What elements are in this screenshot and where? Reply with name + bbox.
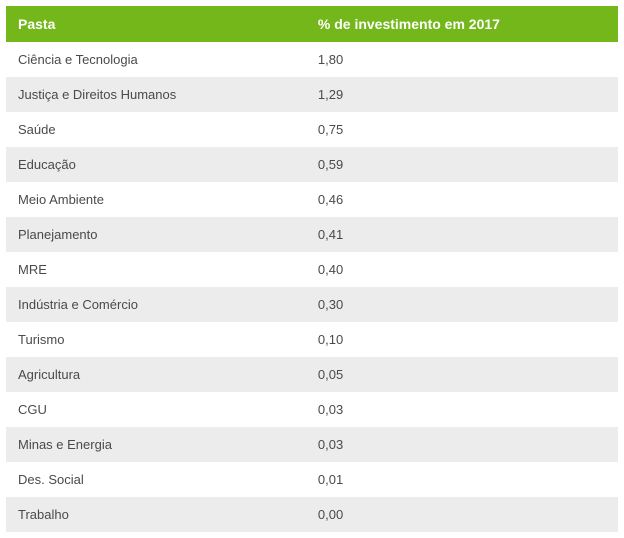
table-row: Des. Social0,01 bbox=[6, 462, 618, 497]
cell-pasta: CGU bbox=[6, 392, 306, 427]
table-row: Turismo0,10 bbox=[6, 322, 618, 357]
table-row: Trabalho0,00 bbox=[6, 497, 618, 532]
investment-table: Pasta % de investimento em 2017 Ciência … bbox=[6, 6, 618, 532]
cell-pasta: Meio Ambiente bbox=[6, 182, 306, 217]
cell-pasta: Trabalho bbox=[6, 497, 306, 532]
cell-percent: 0,03 bbox=[306, 392, 618, 427]
table-row: CGU0,03 bbox=[6, 392, 618, 427]
table-row: Minas e Energia0,03 bbox=[6, 427, 618, 462]
cell-percent: 1,29 bbox=[306, 77, 618, 112]
column-header-pasta: Pasta bbox=[6, 6, 306, 42]
cell-pasta: Ciência e Tecnologia bbox=[6, 42, 306, 77]
table-row: Ciência e Tecnologia1,80 bbox=[6, 42, 618, 77]
table-row: MRE0,40 bbox=[6, 252, 618, 287]
cell-pasta: Educação bbox=[6, 147, 306, 182]
cell-percent: 0,00 bbox=[306, 497, 618, 532]
cell-percent: 0,46 bbox=[306, 182, 618, 217]
cell-percent: 0,41 bbox=[306, 217, 618, 252]
cell-pasta: Planejamento bbox=[6, 217, 306, 252]
cell-pasta: Des. Social bbox=[6, 462, 306, 497]
cell-percent: 0,30 bbox=[306, 287, 618, 322]
table-body: Ciência e Tecnologia1,80Justiça e Direit… bbox=[6, 42, 618, 532]
cell-percent: 0,03 bbox=[306, 427, 618, 462]
cell-percent: 0,40 bbox=[306, 252, 618, 287]
table-row: Saúde0,75 bbox=[6, 112, 618, 147]
cell-pasta: Justiça e Direitos Humanos bbox=[6, 77, 306, 112]
table-row: Meio Ambiente0,46 bbox=[6, 182, 618, 217]
table-row: Justiça e Direitos Humanos1,29 bbox=[6, 77, 618, 112]
cell-percent: 1,80 bbox=[306, 42, 618, 77]
column-header-percent: % de investimento em 2017 bbox=[306, 6, 618, 42]
cell-pasta: Agricultura bbox=[6, 357, 306, 392]
cell-percent: 0,01 bbox=[306, 462, 618, 497]
cell-pasta: MRE bbox=[6, 252, 306, 287]
cell-percent: 0,59 bbox=[306, 147, 618, 182]
table-row: Agricultura0,05 bbox=[6, 357, 618, 392]
cell-pasta: Indústria e Comércio bbox=[6, 287, 306, 322]
cell-percent: 0,75 bbox=[306, 112, 618, 147]
table-row: Indústria e Comércio0,30 bbox=[6, 287, 618, 322]
cell-pasta: Turismo bbox=[6, 322, 306, 357]
cell-pasta: Saúde bbox=[6, 112, 306, 147]
cell-percent: 0,10 bbox=[306, 322, 618, 357]
table-row: Planejamento0,41 bbox=[6, 217, 618, 252]
cell-pasta: Minas e Energia bbox=[6, 427, 306, 462]
cell-percent: 0,05 bbox=[306, 357, 618, 392]
table-row: Educação0,59 bbox=[6, 147, 618, 182]
table-header-row: Pasta % de investimento em 2017 bbox=[6, 6, 618, 42]
